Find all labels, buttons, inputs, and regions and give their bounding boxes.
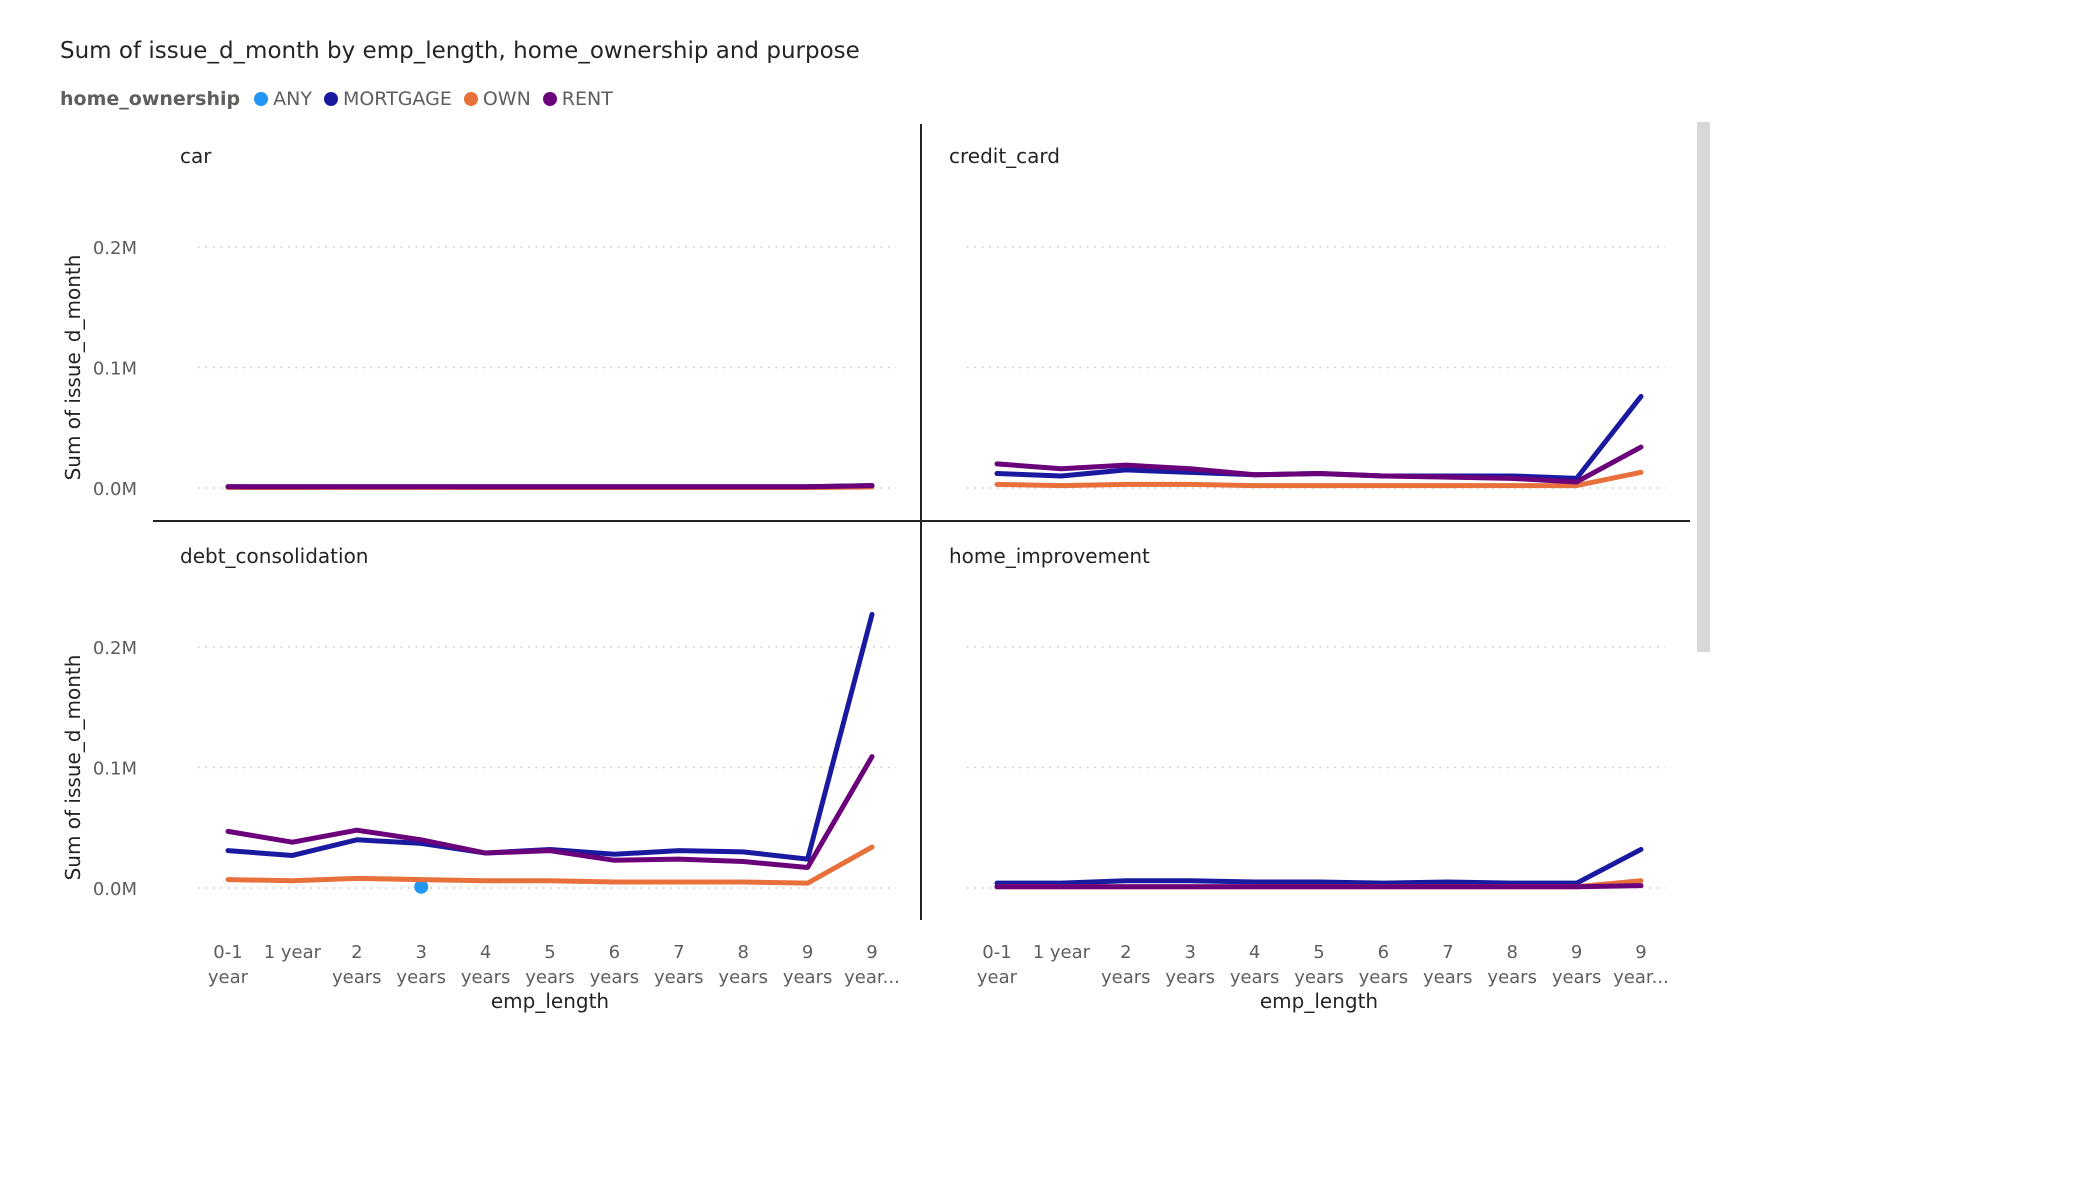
x-tick-label: 3 <box>415 942 426 963</box>
panel-title: credit_card <box>949 144 1060 168</box>
panel-debt-consolidation: debt_consolidation <box>180 544 896 894</box>
x-tick-label-line2: years <box>590 967 640 988</box>
x-tick-label: 7 <box>673 942 684 963</box>
x-tick-label-line2: years <box>1230 967 1280 988</box>
y-tick-label: 0.2M <box>93 638 137 659</box>
legend-marker-mortgage <box>323 92 338 106</box>
x-tick-label: 8 <box>1506 942 1517 963</box>
series-line-rent <box>225 754 875 871</box>
x-tick-label: 1 year <box>264 942 322 963</box>
x-tick-label-line2: years <box>1101 967 1151 988</box>
x-tick-label: 2 <box>1120 942 1131 963</box>
panel-car: car <box>180 144 896 491</box>
x-tick-label: 4 <box>480 942 491 963</box>
series-line-own <box>225 844 875 886</box>
x-tick-label: 9 <box>1635 942 1646 963</box>
x-tick-label-line2: years <box>1423 967 1473 988</box>
x-tick-label: 6 <box>1378 942 1389 963</box>
x-tick-label-line2: years <box>783 967 833 988</box>
legend-marker-rent <box>542 92 557 106</box>
x-tick-label: 0-1 <box>213 942 242 963</box>
panel-title: debt_consolidation <box>180 544 368 568</box>
scrollbar[interactable] <box>1697 122 1710 652</box>
y-tick-label: 0.1M <box>93 759 137 780</box>
x-tick-label: 5 <box>544 942 555 963</box>
x-tick-label: 8 <box>737 942 748 963</box>
x-tick-label: 9 <box>866 942 877 963</box>
legend-label-mortgage: MORTGAGE <box>342 88 452 110</box>
x-tick-label-line2: years <box>718 967 768 988</box>
x-axis-title: emp_length <box>1260 989 1378 1013</box>
legend-label-rent: RENT <box>561 88 613 110</box>
x-tick-label: 9 <box>802 942 813 963</box>
x-tick-label: 0-1 <box>982 942 1011 963</box>
series-line-rent <box>994 883 1644 890</box>
panel-credit-card: credit_card <box>949 144 1665 489</box>
x-tick-label-line2: year <box>208 967 249 988</box>
legend-item-any[interactable]: ANY <box>254 88 312 110</box>
legend-item-mortgage[interactable]: MORTGAGE <box>323 88 452 110</box>
x-tick-label: 4 <box>1249 942 1260 963</box>
legend-item-own[interactable]: OWN <box>463 88 531 110</box>
x-tick-label-line2: year... <box>1613 967 1669 988</box>
series-line-mortgage <box>225 611 875 862</box>
axes-layer: 0.0M 0.1M 0.2M Sum of issue_d_month 0.0M 0.1M… <box>61 238 1669 1013</box>
series-line-rent <box>994 444 1644 485</box>
y-axis-title: Sum of issue_d_month <box>61 255 85 481</box>
x-tick-label-line2: years <box>525 967 575 988</box>
panel-title: home_improvement <box>949 544 1150 568</box>
x-tick-label: 6 <box>609 942 620 963</box>
y-tick-label: 0.2M <box>93 238 137 259</box>
x-tick-label-line2: years <box>1359 967 1409 988</box>
x-tick-label: 2 <box>351 942 362 963</box>
x-tick-label: 7 <box>1442 942 1453 963</box>
legend: home_ownership ANY MORTGAGE OWN RENT <box>60 86 625 112</box>
x-tick-label: 9 <box>1571 942 1582 963</box>
x-tick-label: 3 <box>1184 942 1195 963</box>
x-tick-label-line2: year <box>977 967 1018 988</box>
legend-label-any: ANY <box>273 88 312 110</box>
x-tick-label-line2: years <box>1165 967 1215 988</box>
x-tick-label-line2: years <box>1552 967 1602 988</box>
series-point-any <box>414 879 429 894</box>
legend-marker-own <box>463 92 478 106</box>
x-tick-label-line2: years <box>461 967 511 988</box>
x-tick-label: 5 <box>1313 942 1324 963</box>
panel-home-improvement: home_improvement <box>949 544 1665 890</box>
legend-item-rent[interactable]: RENT <box>542 88 613 110</box>
y-tick-label: 0.0M <box>93 479 137 500</box>
legend-marker-any <box>254 92 269 106</box>
legend-title: home_ownership <box>60 88 241 110</box>
x-tick-label-line2: years <box>396 967 446 988</box>
x-tick-label-line2: year... <box>844 967 900 988</box>
series-line-mortgage <box>994 846 1644 886</box>
y-tick-label: 0.0M <box>93 879 137 900</box>
x-tick-label-line2: years <box>1294 967 1344 988</box>
x-tick-label-line2: years <box>332 967 382 988</box>
y-tick-label: 0.1M <box>93 359 137 380</box>
legend-label-own: OWN <box>482 88 531 110</box>
x-tick-label-line2: years <box>654 967 704 988</box>
panel-title: car <box>180 144 212 168</box>
panels-layer: car credit_card debt_consolidation home_imp… <box>180 144 1665 894</box>
y-axis-title: Sum of issue_d_month <box>61 655 85 881</box>
series-line-rent <box>225 483 875 490</box>
x-tick-label: 1 year <box>1033 942 1091 963</box>
x-axis-title: emp_length <box>491 989 609 1013</box>
x-tick-label-line2: years <box>1487 967 1537 988</box>
chart-title: Sum of issue_d_month by emp_length, home… <box>60 38 860 64</box>
series-line-own <box>994 469 1644 489</box>
